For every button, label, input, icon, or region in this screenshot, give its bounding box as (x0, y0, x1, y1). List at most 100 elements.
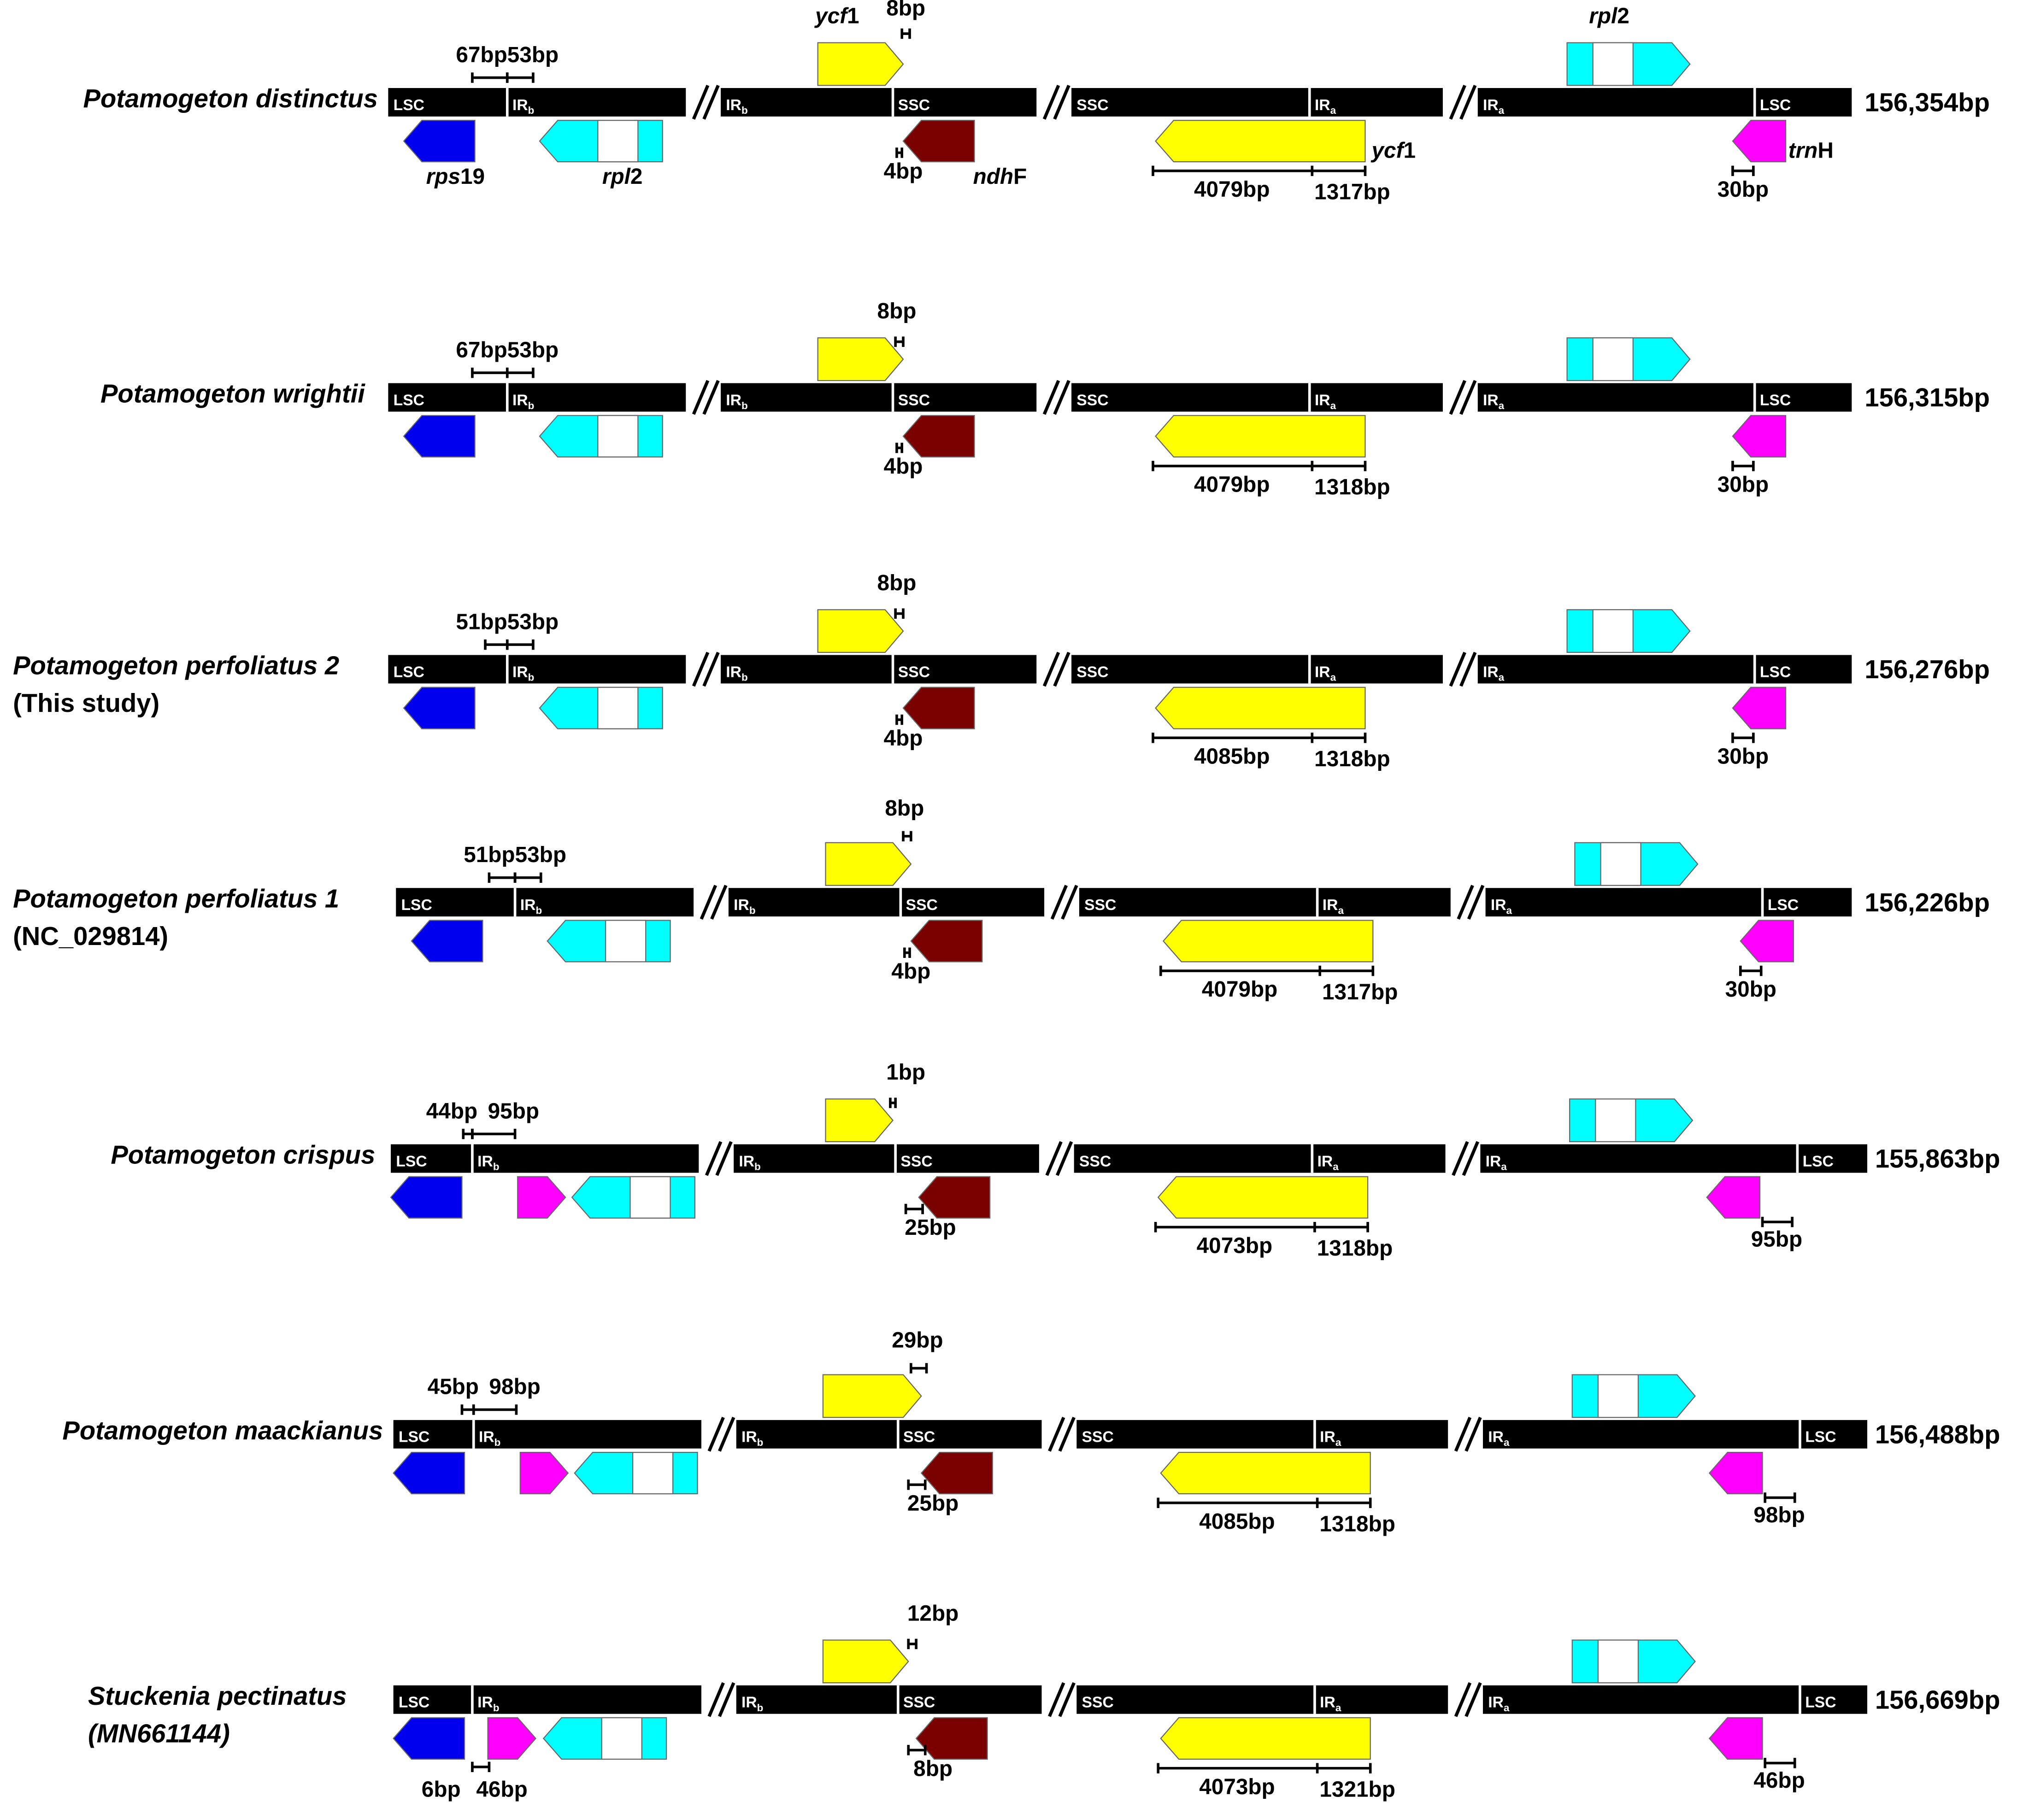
measure-label: 1318bp (1314, 475, 1390, 499)
region-label-main: LSC (401, 896, 432, 914)
region-label-main: IR (1491, 896, 1506, 914)
region-label: LSC (399, 1694, 429, 1711)
genome-region (1076, 1420, 1448, 1449)
genome-region (736, 1685, 1042, 1714)
break-slash (1048, 1416, 1065, 1452)
gene-label-rest: H (1817, 139, 1833, 163)
rps19-gene (403, 120, 476, 163)
measure-label: 4079bp (1194, 177, 1270, 202)
region-label-main: IR (512, 391, 528, 409)
species-note: (MN661144) (88, 1719, 230, 1748)
region-label-main: LSC (394, 391, 424, 409)
break-slash (718, 1416, 735, 1452)
trnh-extra-gene (519, 1452, 569, 1495)
region-label-main: SSC (1084, 896, 1116, 914)
break-slash (1464, 1416, 1482, 1452)
region-label: IRb (726, 663, 747, 683)
genome-region (396, 888, 694, 917)
region-label-sub: b (493, 1702, 500, 1714)
region-label-main: IR (741, 1428, 757, 1446)
region-label-sub: b (754, 1161, 761, 1173)
region-label: IRb (477, 1694, 499, 1714)
region-label-sub: b (528, 400, 535, 411)
region-label-main: IR (1315, 391, 1330, 409)
gene-label-italic: rpl (602, 164, 631, 189)
region-label: IRa (1491, 896, 1512, 916)
region-label: IRa (1483, 391, 1505, 411)
region-label-sub: a (1506, 904, 1512, 916)
region-label: SSC (903, 1694, 935, 1711)
measure-label: 67bp (456, 338, 507, 362)
rpl2-intron (597, 687, 639, 729)
region-label-sub: b (749, 904, 756, 916)
genome-region (728, 888, 1045, 917)
trnh-gene (1732, 415, 1787, 458)
measure-label: 4085bp (1194, 745, 1270, 769)
region-label-main: LSC (1805, 1428, 1836, 1446)
region-label-main: IR (726, 663, 741, 681)
ndhf-gene (918, 1176, 991, 1219)
ycf1-top-gene (817, 609, 904, 653)
gene-label: trnH (1788, 139, 1834, 163)
break-slash (1454, 1682, 1472, 1717)
region-label: IRb (741, 1694, 763, 1714)
trnh-gene (1708, 1452, 1763, 1495)
region-label: IRb (520, 896, 542, 916)
genome-size: 156,276bp (1864, 655, 1990, 684)
region-label-main: LSC (1803, 1152, 1834, 1170)
measure-label: 4073bp (1199, 1775, 1275, 1799)
measure-label: 8bp (913, 1756, 953, 1781)
gene-label: ycf1 (814, 4, 859, 29)
genome-region (736, 1420, 1042, 1449)
ycf1-bottom-gene (1157, 1176, 1369, 1219)
genome-region (1079, 888, 1451, 917)
ndhf-gene (915, 1717, 988, 1760)
rpl2-intron (632, 1452, 674, 1495)
region-label-main: IR (477, 1694, 493, 1711)
measure-label: 4073bp (1197, 1233, 1272, 1258)
measure-label: 4bp (884, 159, 923, 184)
region-label: SSC (1084, 896, 1116, 914)
region-label-main: LSC (399, 1694, 429, 1711)
break-slash (1045, 1141, 1063, 1176)
region-label: IRa (1315, 391, 1336, 411)
region-label: SSC (898, 391, 930, 409)
gene-label-italic: trn (1788, 139, 1818, 163)
rpl2-intron (601, 1717, 642, 1760)
measure-label: 98bp (489, 1375, 540, 1399)
measure-label: 4bp (884, 726, 923, 751)
break-slash (1449, 652, 1466, 687)
break-slash (1055, 1141, 1073, 1176)
measure-label: 4079bp (1202, 977, 1277, 1002)
measure-label: 4079bp (1194, 473, 1270, 497)
measure-label: 1317bp (1314, 180, 1390, 205)
rpl2-intron (1595, 1098, 1636, 1143)
region-label-main: IR (1483, 391, 1499, 409)
region-label: IRa (1488, 1694, 1510, 1714)
rps19-gene (393, 1452, 465, 1495)
ycf1-bottom-gene (1155, 415, 1366, 458)
rpl2-intron (629, 1176, 671, 1219)
measure-label: 30bp (1725, 977, 1776, 1002)
region-label-main: IR (520, 896, 536, 914)
measure-label: 53bp (507, 43, 559, 67)
region-label-sub: a (1338, 904, 1344, 916)
region-label: IRa (1317, 1152, 1339, 1172)
region-label: SSC (900, 1152, 932, 1170)
measure-label: 4bp (891, 959, 930, 984)
measure-label: 8bp (877, 299, 917, 323)
ycf1-bottom-gene (1155, 120, 1366, 163)
region-label-main: IR (1317, 1152, 1333, 1170)
region-label: LSC (1760, 391, 1791, 409)
region-label-sub: a (1330, 672, 1336, 683)
trnh-gene (1708, 1717, 1763, 1760)
measure-label: 30bp (1717, 177, 1769, 202)
genome-region (393, 1420, 701, 1449)
genome-size: 156,669bp (1875, 1685, 2000, 1714)
break-slash (692, 380, 710, 415)
region-label-sub: b (494, 1437, 501, 1448)
trnh-gene (1706, 1176, 1761, 1219)
gene-label: ndhF (973, 164, 1027, 189)
region-label: IRb (479, 1428, 500, 1448)
region-label: SSC (906, 896, 938, 914)
